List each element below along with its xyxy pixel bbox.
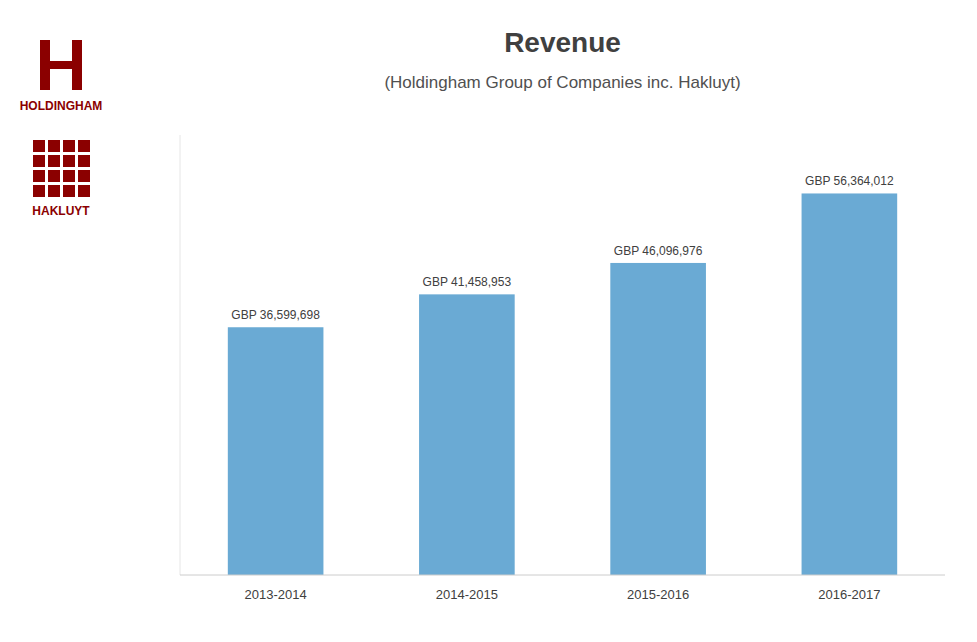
bar (610, 263, 706, 575)
logo-shape (63, 170, 75, 182)
bar (228, 327, 324, 575)
logo-shape (40, 40, 50, 90)
logo-shape (72, 40, 82, 90)
logo-shape (33, 155, 45, 167)
annotation: HOLDINGHAM (20, 99, 103, 113)
bar (419, 294, 515, 575)
data-label: GBP 36,599,698 (231, 308, 320, 322)
logo-shape (48, 155, 60, 167)
logo-grid (33, 140, 90, 197)
x-tick-label: 2013-2014 (245, 587, 307, 602)
subtitle: (Holdingham Group of Companies inc. Hakl… (384, 73, 740, 92)
x-axis-line (180, 575, 945, 576)
logo-shape (63, 185, 75, 197)
logo-shape (50, 61, 72, 69)
bar (802, 193, 898, 575)
logo-shape (33, 140, 45, 152)
logo-shape (78, 185, 90, 197)
logo-shape (48, 170, 60, 182)
x-tick-label: 2014-2015 (436, 587, 498, 602)
bars (228, 193, 897, 575)
chart: 2013-2014 2014-2015 2015-2016 2016-2017 GBP … (0, 0, 977, 642)
data-label: GBP 56,364,012 (805, 174, 894, 188)
x-tick-label: 2016-2017 (818, 587, 880, 602)
logo-shape (48, 140, 60, 152)
data-label: GBP 46,096,976 (614, 244, 703, 258)
logo-shape (63, 140, 75, 152)
logo-h (40, 40, 82, 90)
data-label: GBP 41,458,953 (423, 275, 512, 289)
annotation: HAKLUYT (32, 204, 90, 218)
y-axis-line (180, 135, 181, 575)
logo-shape (78, 140, 90, 152)
x-tick-label: 2015-2016 (627, 587, 689, 602)
title: Revenue (504, 27, 621, 58)
logo-shape (78, 155, 90, 167)
logo-shape (33, 185, 45, 197)
logo-shape (48, 185, 60, 197)
logo-shape (33, 170, 45, 182)
logo-shape (78, 170, 90, 182)
logo-shape (63, 155, 75, 167)
